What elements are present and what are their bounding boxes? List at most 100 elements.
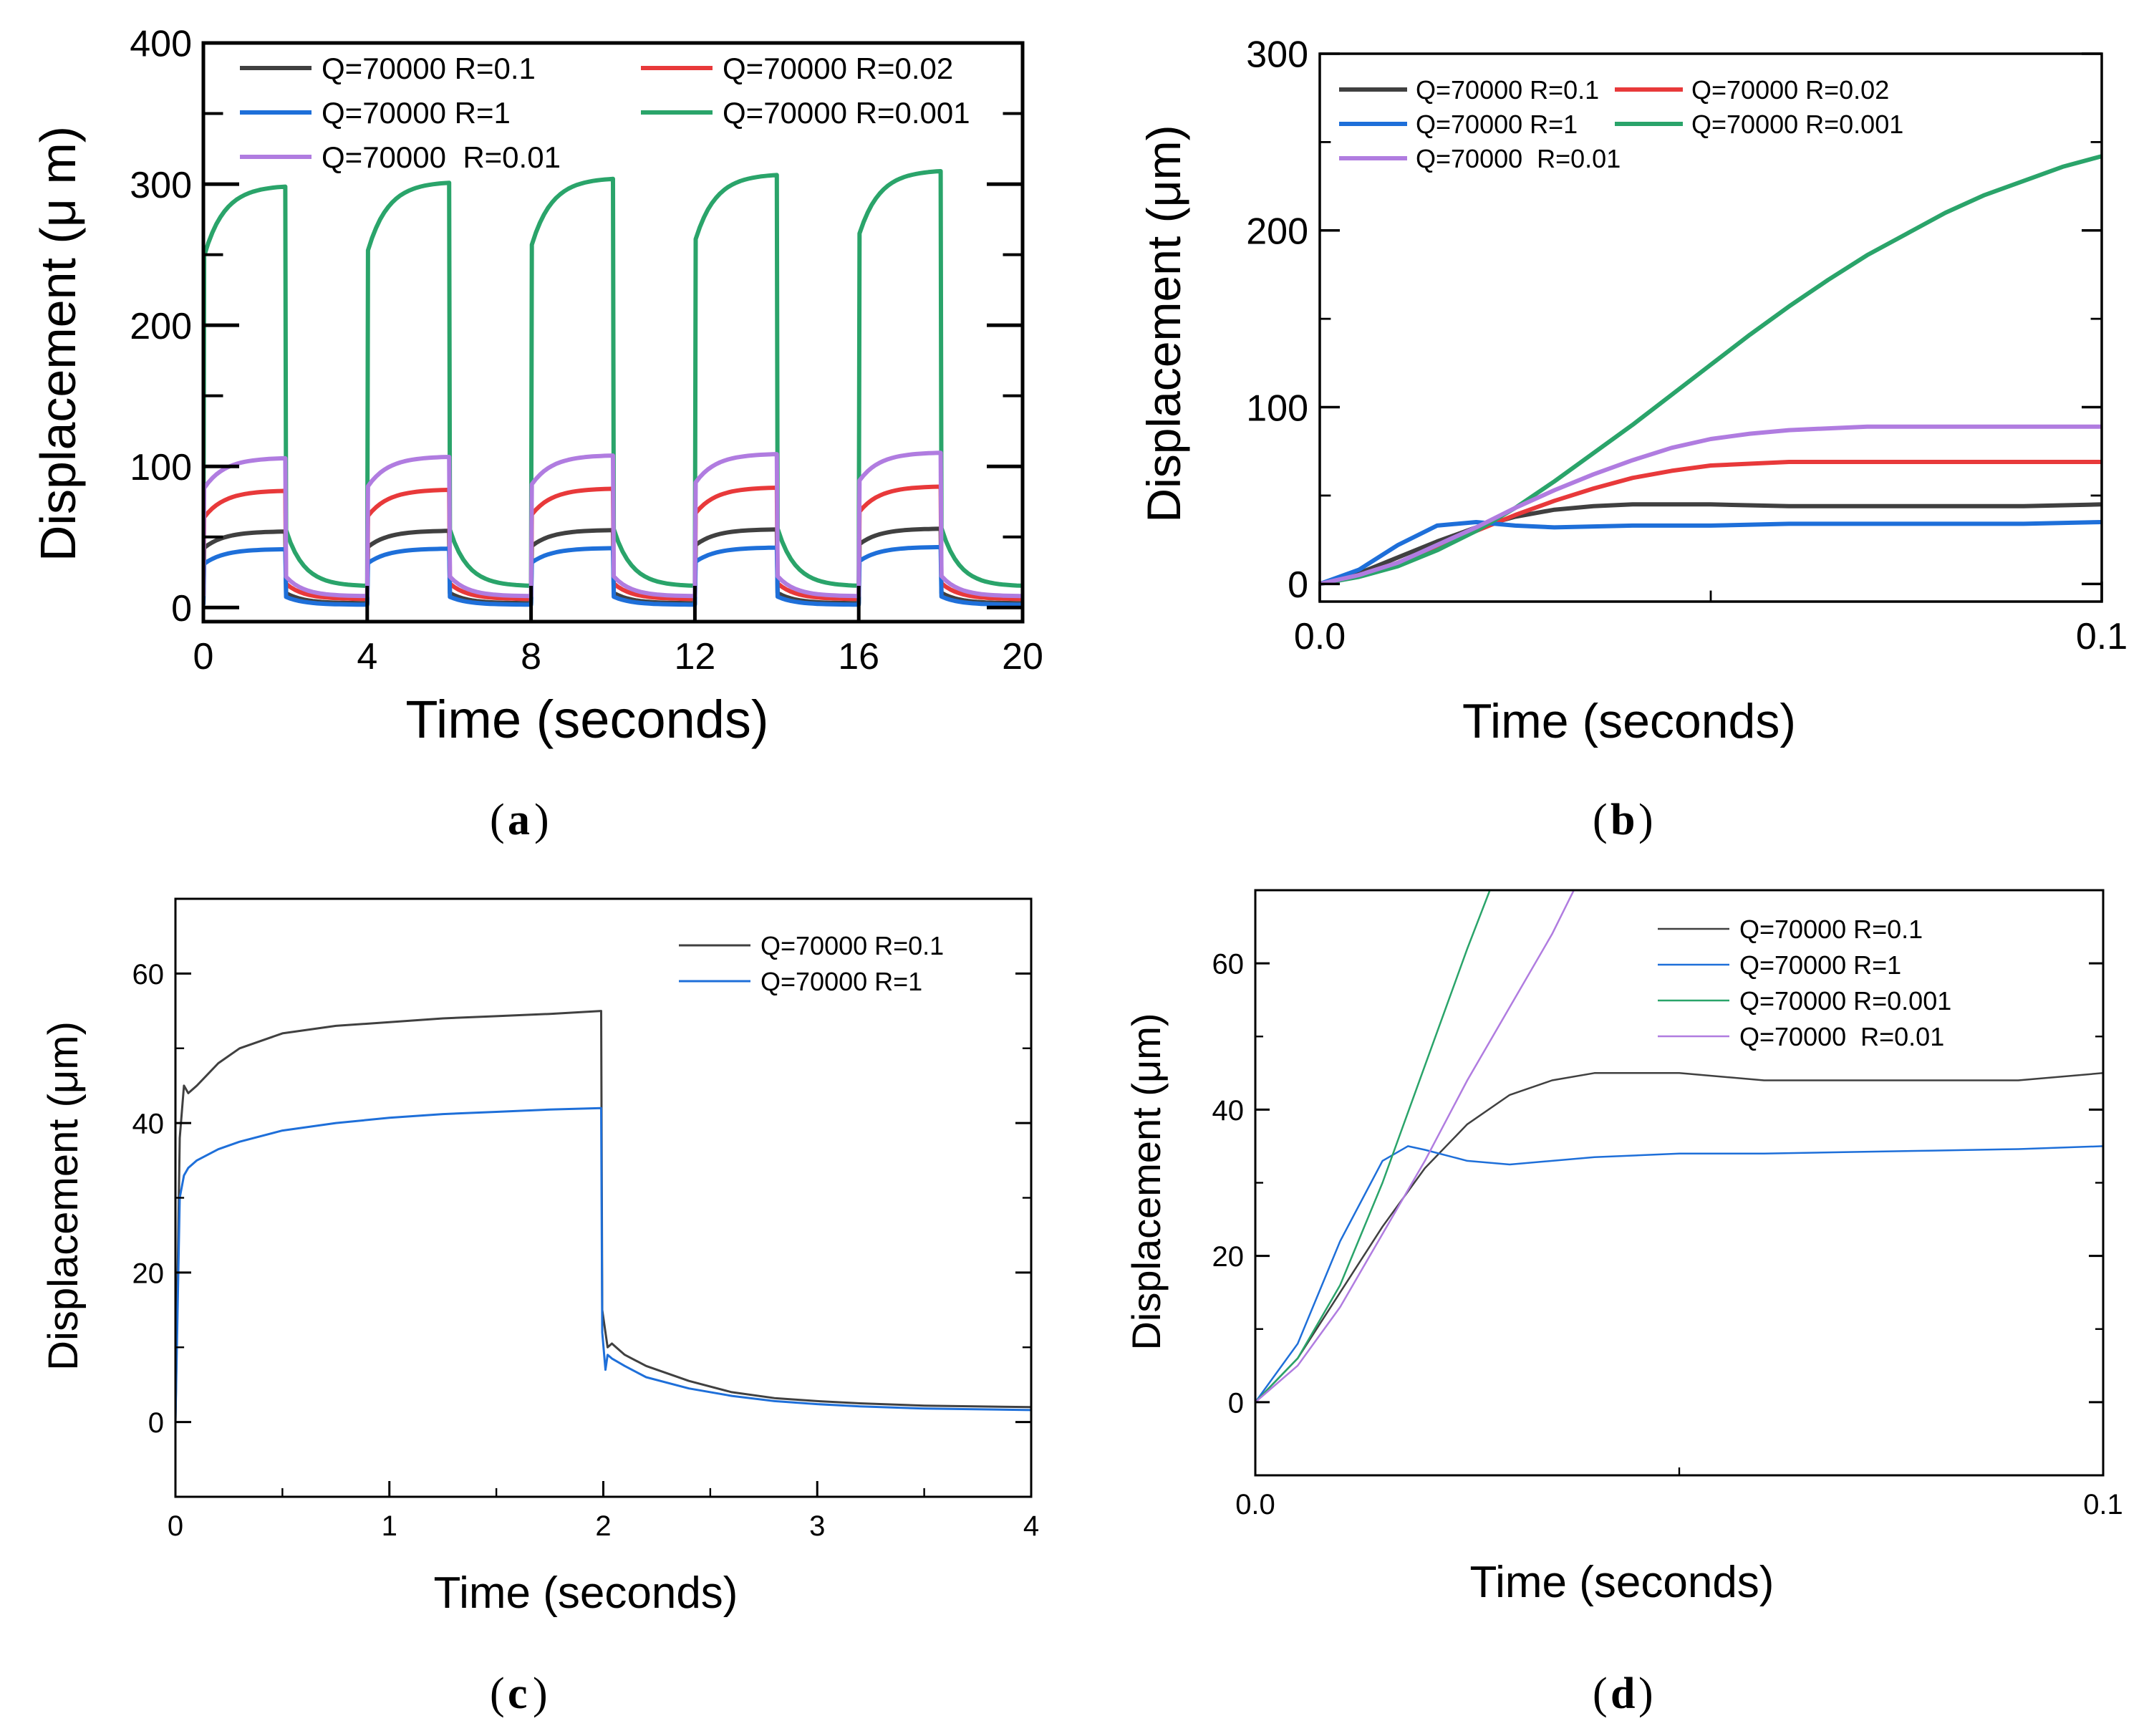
panel-a-caption: ( a ) — [490, 796, 549, 844]
y-tick-label-a: 300 — [130, 165, 192, 206]
x-tick-label-c: 0 — [168, 1510, 183, 1542]
y-tick-label-a: 400 — [130, 24, 192, 65]
panel-b-caption-open: ( — [1593, 796, 1608, 844]
panel-d-ylabel: Displacement (μm) — [1124, 1013, 1169, 1350]
y-tick-label-c: 0 — [148, 1407, 164, 1439]
y-tick-label-c: 60 — [132, 959, 165, 990]
x-tick-label-a: 4 — [357, 636, 377, 677]
series-line-b-s3 — [1320, 154, 2102, 587]
y-tick-label-c: 40 — [132, 1109, 165, 1140]
x-tick-label-a: 8 — [521, 636, 541, 677]
panel-c-caption: ( c ) — [490, 1669, 548, 1718]
y-tick-label-a: 100 — [130, 447, 192, 488]
series-line-d-s0 — [1255, 1072, 2103, 1403]
legend-label-a-s4: Q=70000 R=0.01 — [322, 140, 561, 174]
y-tick-label-d: 0 — [1228, 1387, 1244, 1419]
panel-c-caption-letter: c — [508, 1669, 528, 1718]
series-line-d-s2 — [1255, 890, 1491, 1403]
panel-a-ylabel: Displacement (μ m) — [30, 126, 86, 561]
panel-b-caption: ( b ) — [1593, 796, 1653, 844]
x-tick-label-a: 0 — [193, 636, 214, 677]
legend-d: Q=70000 R=0.1 Q=70000 R=1 Q=70000 R=0.001 Q… — [1658, 915, 1951, 1051]
legend-label-a-s1: Q=70000 R=0.02 — [723, 52, 953, 85]
series-line-a-s1 — [203, 484, 1021, 602]
x-tick-label-b: 0.1 — [2076, 616, 2128, 657]
legend-b: Q=70000 R=0.1 Q=70000 R=0.02 Q=70000 R=1 Q=… — [1339, 75, 1903, 173]
legend-c: Q=70000 R=0.1 Q=70000 R=1 — [679, 931, 944, 996]
legend-label-b-s4: Q=70000 R=0.01 — [1416, 144, 1621, 173]
panel-a-caption-close: ) — [534, 796, 549, 844]
legend-label-a-s0: Q=70000 R=0.1 — [322, 52, 536, 85]
panel-d-xlabel: Time (seconds) — [1470, 1558, 1774, 1607]
panel-b-ylabel: Displacement (μm) — [1137, 125, 1190, 522]
panel-d-caption-close: ) — [1638, 1669, 1653, 1718]
plot-c-series — [175, 1010, 1031, 1422]
legend-label-b-s1: Q=70000 R=0.02 — [1691, 75, 1889, 105]
panel-b-caption-close: ) — [1638, 796, 1653, 844]
y-tick-label-b: 200 — [1246, 211, 1308, 252]
series-line-b-s4 — [1320, 424, 2102, 587]
x-tick-label-a: 20 — [1002, 636, 1043, 677]
series-line-b-s0 — [1320, 502, 2102, 587]
x-tick-label-c: 2 — [595, 1510, 611, 1542]
legend-label-c-s1: Q=70000 R=1 — [760, 967, 922, 996]
x-tick-label-d: 0.0 — [1235, 1489, 1275, 1520]
panel-c-caption-open: ( — [490, 1669, 505, 1718]
x-tick-label-d: 0.1 — [2083, 1489, 2123, 1520]
x-tick-label-b: 0.0 — [1294, 616, 1346, 657]
y-tick-label-a: 0 — [171, 588, 192, 630]
y-tick-label-a: 200 — [130, 306, 192, 347]
panel-b-caption-letter: b — [1610, 796, 1635, 844]
panel-b-xlabel: Time (seconds) — [1462, 694, 1796, 748]
y-tick-label-b: 100 — [1246, 387, 1308, 429]
series-line-c-s1 — [175, 1106, 1031, 1422]
panel-d-caption-open: ( — [1593, 1669, 1608, 1718]
legend-label-d-s0: Q=70000 R=0.1 — [1739, 915, 1923, 944]
x-tick-label-c: 3 — [809, 1510, 825, 1542]
legend-label-b-s0: Q=70000 R=0.1 — [1416, 75, 1599, 105]
series-line-a-s3 — [203, 169, 1021, 589]
x-tick-label-a: 16 — [838, 636, 879, 677]
plot-a-frame — [201, 41, 1025, 624]
series-line-a-s4 — [203, 450, 1021, 599]
legend-label-a-s2: Q=70000 R=1 — [322, 96, 511, 130]
x-tick-label-c: 1 — [382, 1510, 397, 1542]
series-line-a-s2 — [203, 544, 1021, 607]
panel-c-xlabel: Time (seconds) — [434, 1568, 738, 1618]
legend-label-d-s2: Q=70000 R=0.001 — [1739, 986, 1951, 1016]
panel-a-caption-open: ( — [490, 796, 505, 844]
panel-a-xlabel: Time (seconds) — [405, 690, 768, 749]
series-line-d-s1 — [1255, 1145, 2103, 1403]
series-line-c-s0 — [175, 1010, 1031, 1422]
legend-label-c-s0: Q=70000 R=0.1 — [760, 931, 944, 960]
legend-label-d-s3: Q=70000 R=0.01 — [1739, 1022, 1944, 1051]
y-tick-label-d: 60 — [1212, 949, 1245, 980]
y-tick-label-d: 20 — [1212, 1241, 1245, 1273]
legend-label-a-s3: Q=70000 R=0.001 — [723, 96, 970, 130]
legend-label-b-s2: Q=70000 R=1 — [1416, 110, 1578, 139]
y-tick-label-d: 40 — [1212, 1095, 1245, 1127]
y-tick-label-b: 0 — [1288, 564, 1308, 606]
legend-label-b-s3: Q=70000 R=0.001 — [1691, 110, 1903, 139]
y-tick-label-b: 300 — [1246, 34, 1308, 76]
plot-a-series — [203, 169, 1021, 607]
legend-a: Q=70000 R=0.1 Q=70000 R=0.02 Q=70000 R=1 Q=… — [240, 52, 970, 174]
panel-c-caption-close: ) — [533, 1669, 548, 1718]
panel-c-ylabel: Displacement (μm) — [40, 1021, 87, 1371]
panel-d-caption: ( d ) — [1593, 1669, 1653, 1718]
panel-a-caption-letter: a — [508, 796, 530, 844]
x-tick-label-a: 12 — [674, 636, 715, 677]
plot-d-series — [1255, 890, 2103, 1403]
x-tick-label-c: 4 — [1023, 1510, 1039, 1542]
series-line-b-s2 — [1320, 520, 2102, 587]
legend-label-d-s1: Q=70000 R=1 — [1739, 950, 1901, 980]
plot-b-series — [1320, 154, 2102, 587]
panel-d-caption-letter: d — [1610, 1669, 1635, 1718]
